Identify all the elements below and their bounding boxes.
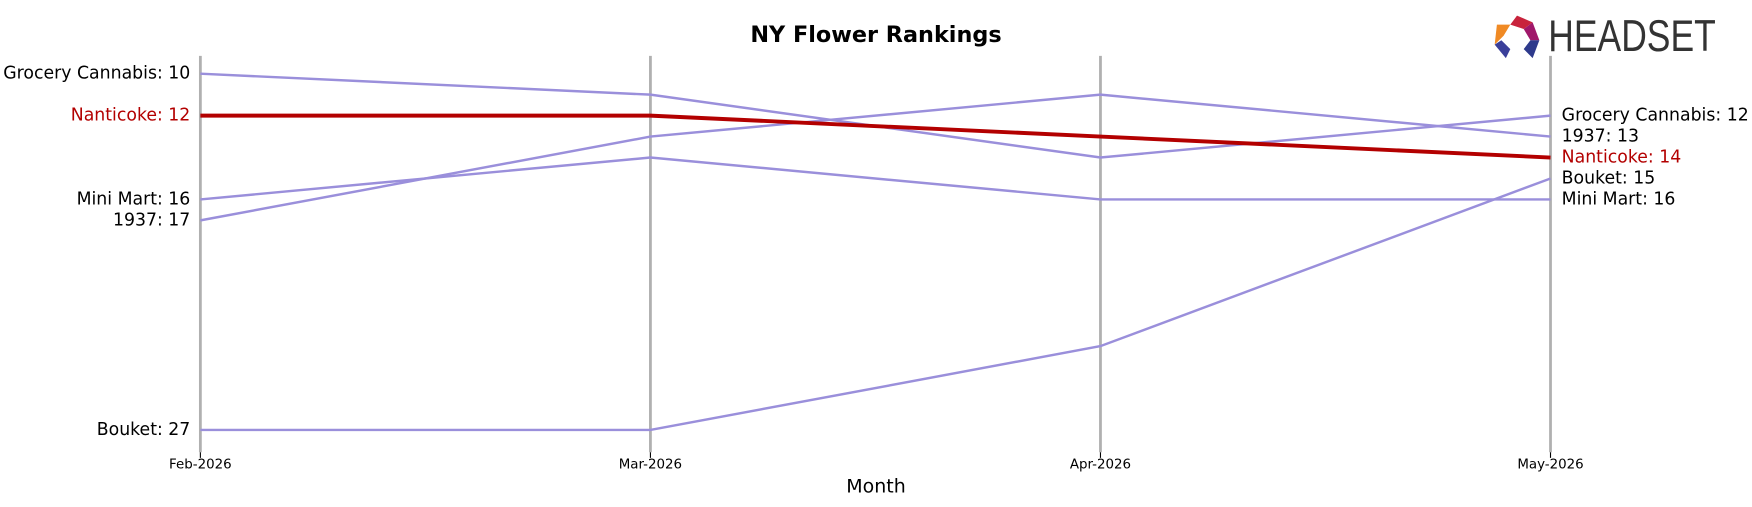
value-label: Mini Mart: 16 <box>1562 189 1676 209</box>
chart-title: NY Flower Rankings <box>750 22 1001 48</box>
series-line <box>200 156 1551 201</box>
logo-icon <box>1523 40 1540 59</box>
logo-icon <box>1523 22 1540 41</box>
x-tick-label: Apr-2026 <box>1070 458 1131 473</box>
series-line <box>200 177 1551 432</box>
value-label: Bouket: 27 <box>97 420 191 440</box>
series-line <box>200 113 1551 160</box>
value-label: Grocery Cannabis: 12 <box>1562 106 1749 126</box>
value-label: Mini Mart: 16 <box>77 189 191 209</box>
x-axis-label: Month <box>846 475 905 497</box>
logo-icon <box>1510 15 1533 30</box>
value-label: 1937: 17 <box>113 210 190 230</box>
logo-text: HEADSET <box>1548 12 1716 61</box>
logo-icon <box>1494 40 1511 59</box>
value-label: Nanticoke: 12 <box>71 106 191 126</box>
series-line <box>200 93 1551 222</box>
value-label: Grocery Cannabis: 10 <box>3 64 190 84</box>
x-tick-label: May-2026 <box>1517 458 1583 473</box>
value-label: 1937: 13 <box>1562 127 1639 147</box>
logo-icon <box>1494 24 1511 45</box>
grid: Feb-2026 Mar-2026 Apr-2026 May-2026 <box>169 55 1584 473</box>
logo: HEADSET <box>1494 12 1716 61</box>
x-tick-label: Feb-2026 <box>169 458 232 473</box>
value-label: Bouket: 15 <box>1562 168 1656 188</box>
value-label: Nanticoke: 14 <box>1562 148 1682 168</box>
x-tick-label: Mar-2026 <box>619 458 682 473</box>
